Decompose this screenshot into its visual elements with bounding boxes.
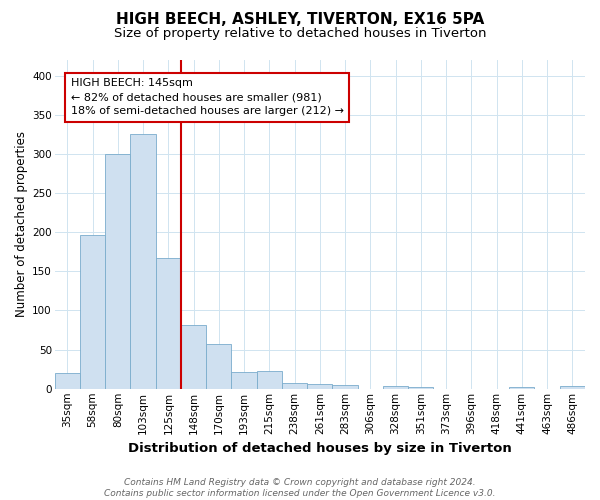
Bar [332, 385, 358, 389]
Bar [156, 258, 181, 389]
Bar [282, 384, 307, 389]
Bar [307, 384, 332, 389]
Bar [80, 234, 105, 389]
Text: HIGH BEECH: 145sqm
← 82% of detached houses are smaller (981)
18% of semi-detach: HIGH BEECH: 145sqm ← 82% of detached hou… [71, 78, 344, 116]
Bar [105, 154, 130, 389]
Bar [509, 387, 535, 389]
Y-axis label: Number of detached properties: Number of detached properties [15, 132, 28, 318]
Bar [408, 387, 433, 389]
Text: Size of property relative to detached houses in Tiverton: Size of property relative to detached ho… [114, 28, 486, 40]
Bar [560, 386, 585, 389]
Bar [130, 134, 156, 389]
Text: Contains HM Land Registry data © Crown copyright and database right 2024.
Contai: Contains HM Land Registry data © Crown c… [104, 478, 496, 498]
Bar [383, 386, 408, 389]
Bar [181, 324, 206, 389]
Text: HIGH BEECH, ASHLEY, TIVERTON, EX16 5PA: HIGH BEECH, ASHLEY, TIVERTON, EX16 5PA [116, 12, 484, 28]
Bar [257, 371, 282, 389]
Bar [55, 373, 80, 389]
Bar [232, 372, 257, 389]
X-axis label: Distribution of detached houses by size in Tiverton: Distribution of detached houses by size … [128, 442, 512, 455]
Bar [206, 344, 232, 389]
